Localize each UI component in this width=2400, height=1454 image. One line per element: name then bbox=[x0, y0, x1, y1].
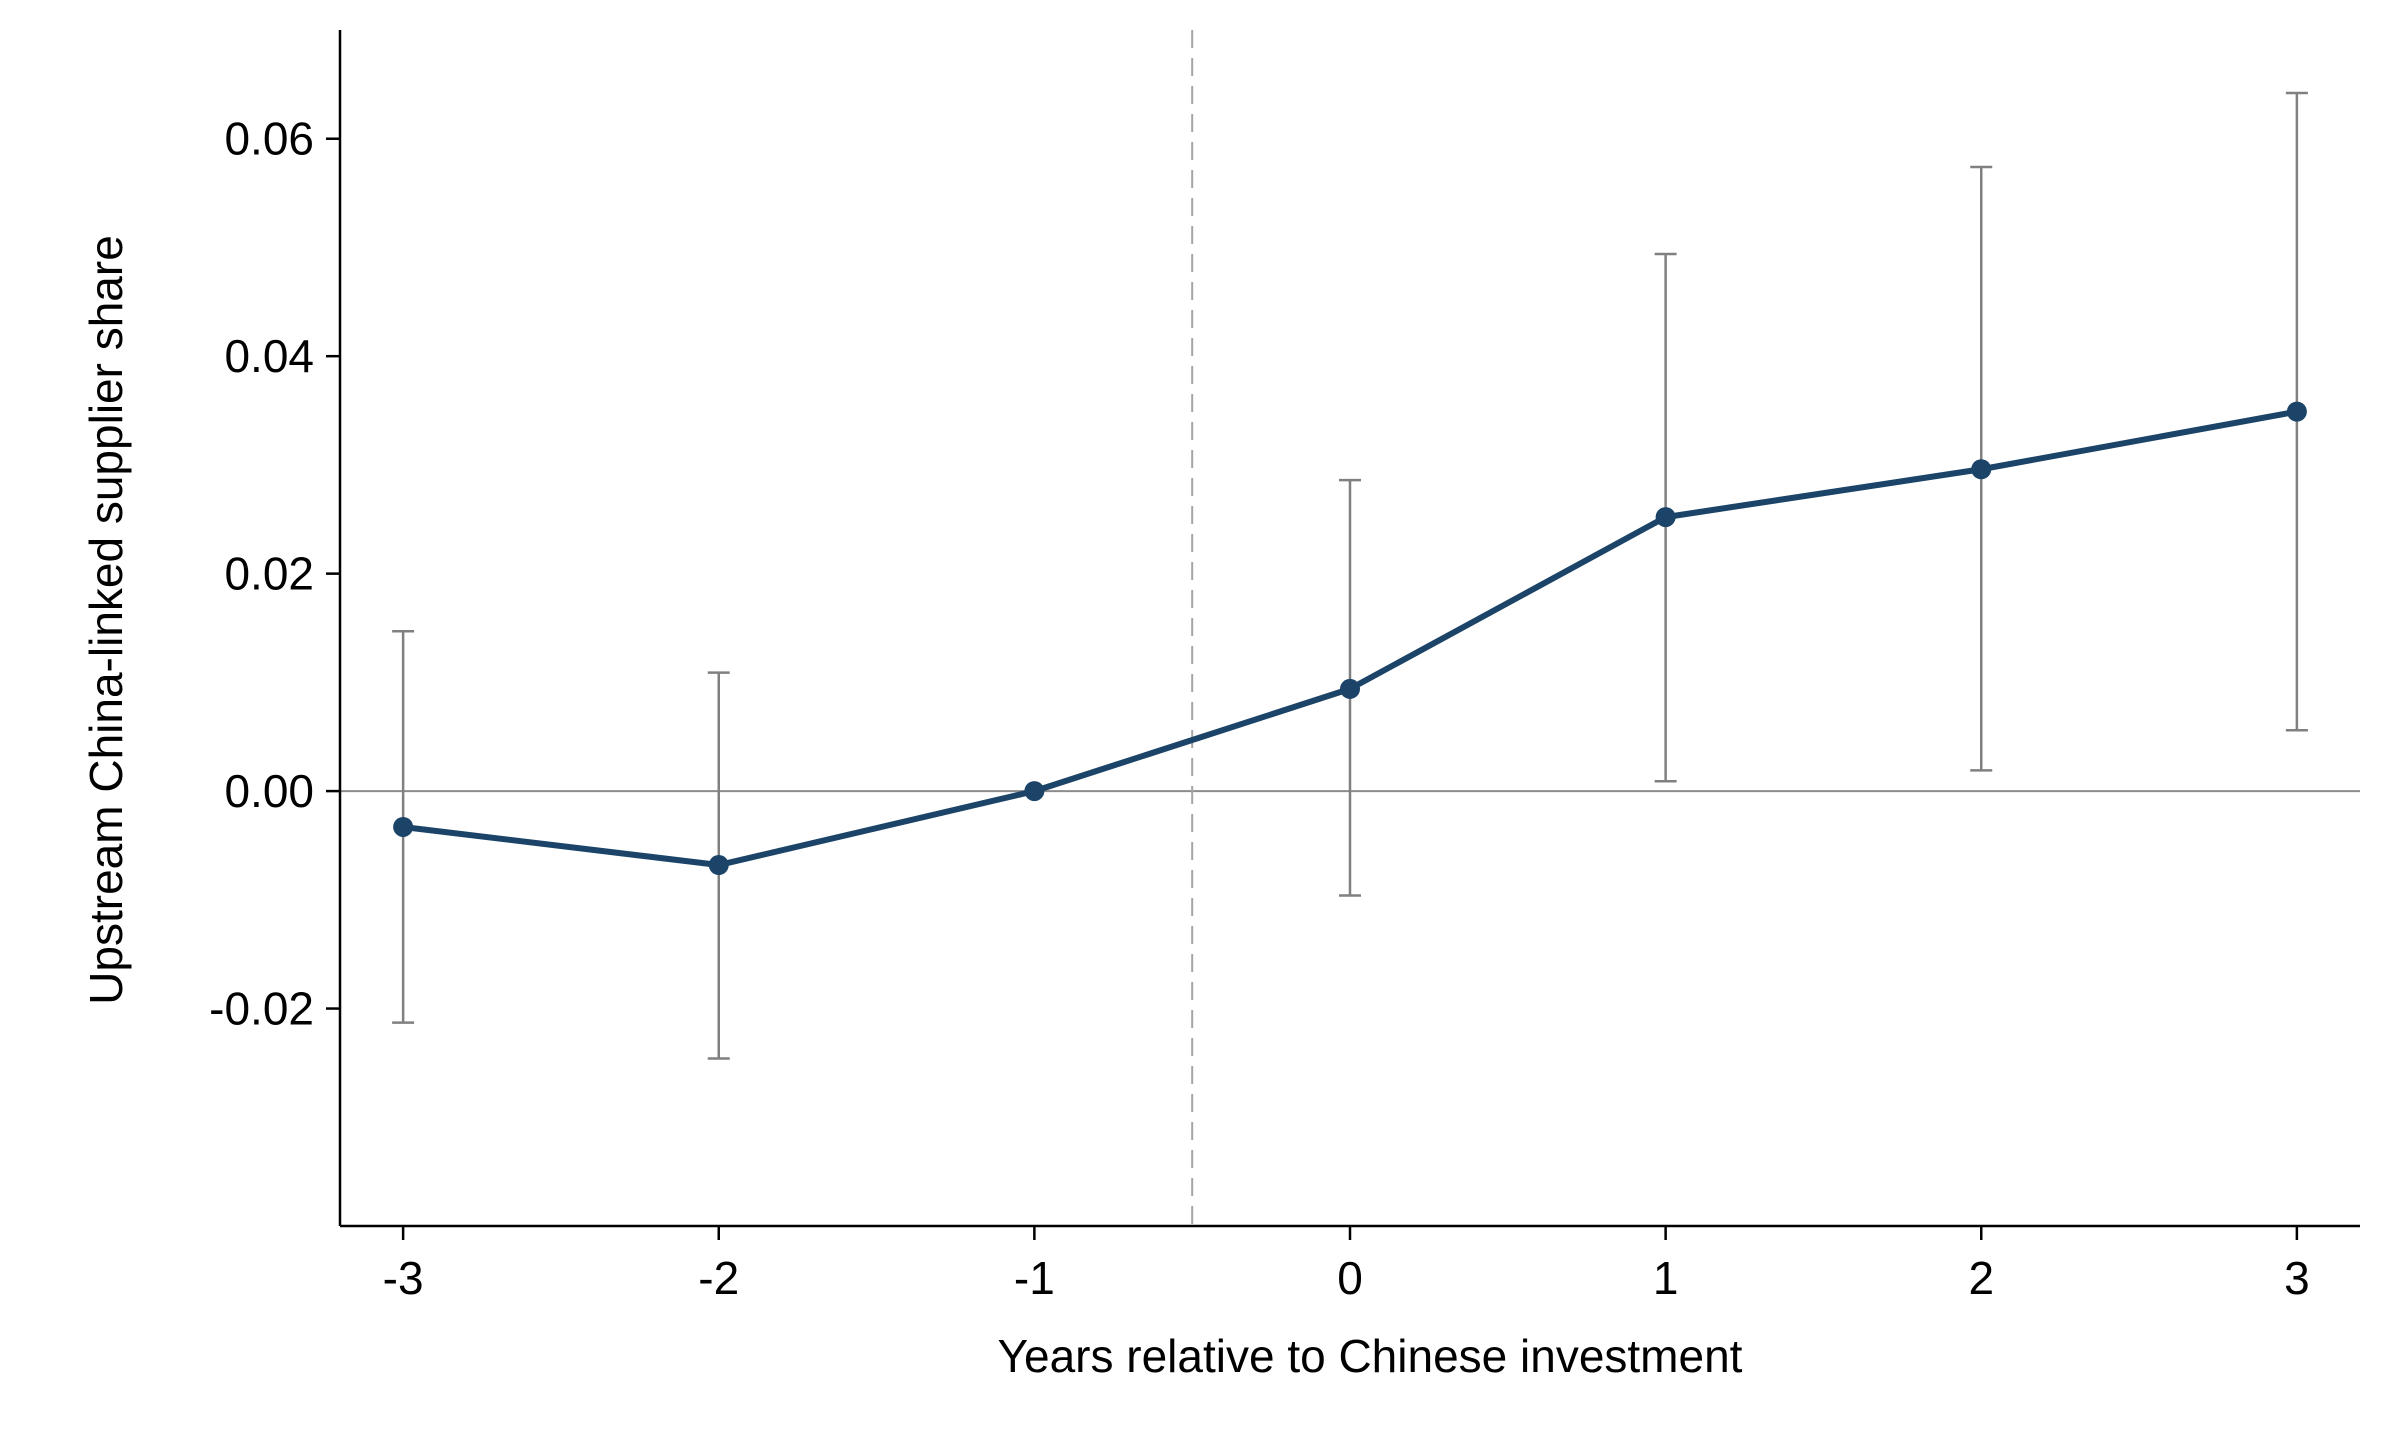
x-tick-label: 1 bbox=[1653, 1252, 1679, 1304]
y-axis-title: Upstream China-linked supplier share bbox=[80, 235, 132, 1005]
x-tick-label: 0 bbox=[1337, 1252, 1363, 1304]
data-point bbox=[2286, 401, 2307, 422]
plot-area bbox=[340, 30, 2360, 1226]
y-tick-label: 0.04 bbox=[224, 330, 314, 382]
data-point bbox=[393, 816, 414, 837]
x-tick-label: -3 bbox=[383, 1252, 424, 1304]
y-tick-label: 0.02 bbox=[224, 548, 314, 600]
x-tick-label: 2 bbox=[1968, 1252, 1994, 1304]
x-tick-label: 3 bbox=[2284, 1252, 2310, 1304]
data-point bbox=[1024, 781, 1045, 802]
x-tick-label: -1 bbox=[1014, 1252, 1055, 1304]
data-point bbox=[1340, 678, 1360, 699]
data-point bbox=[708, 855, 729, 876]
y-tick-label: 0.00 bbox=[224, 765, 314, 817]
x-axis-title: Years relative to Chinese investment bbox=[998, 1330, 1743, 1382]
ticks: -0.02 0.00 0.02 0.04 0.06 -3 -2 -1 0 1 2 3 bbox=[209, 113, 2310, 1304]
x-tick-label: -2 bbox=[698, 1252, 739, 1304]
y-tick-label: -0.02 bbox=[209, 983, 314, 1035]
data-point bbox=[1655, 507, 1676, 528]
y-tick-label: 0.06 bbox=[224, 113, 314, 165]
data-point bbox=[1971, 459, 1992, 480]
